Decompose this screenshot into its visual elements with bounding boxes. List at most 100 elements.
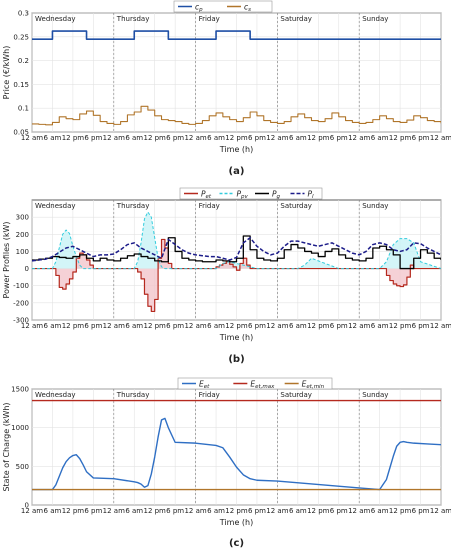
x-tick-label: 6 pm: [84, 507, 102, 515]
panel-caption: (b): [228, 354, 244, 365]
x-tick-label: 12 pm: [143, 134, 166, 142]
y-tick-label: 0.3: [18, 10, 29, 18]
legend: cp cs: [173, 0, 273, 14]
legend-label: Eet,min: [302, 380, 325, 391]
day-label: Sunday: [362, 15, 388, 23]
x-tick-label: 6 pm: [84, 322, 102, 330]
legend-label: Pl: [308, 190, 315, 201]
x-tick-label: 12 am: [103, 507, 125, 515]
x-tick-label: 6 pm: [330, 134, 348, 142]
legend-label: Ppv: [237, 190, 249, 201]
x-tick-label: 6 pm: [330, 322, 348, 330]
series-line-e-et: [32, 417, 441, 491]
day-label: Thursday: [116, 391, 150, 399]
series-line-p-l: [32, 236, 441, 262]
x-axis-label: Time (h): [219, 518, 253, 527]
y-axis-label: State of Charge (kWh): [2, 402, 11, 491]
x-tick-label: 6 am: [44, 322, 62, 330]
x-tick-label: 6 am: [207, 134, 225, 142]
y-tick-label: 100: [16, 248, 29, 256]
x-tick-label: 6 pm: [412, 507, 430, 515]
day-label: Sunday: [362, 202, 388, 210]
x-tick-label: 6 pm: [412, 134, 430, 142]
day-label: Wednesday: [35, 15, 76, 23]
x-tick-label: 6 am: [44, 134, 62, 142]
y-tick-label: 0: [25, 265, 29, 273]
panel-caption: (a): [229, 166, 245, 177]
x-tick-label: 12 am: [184, 507, 206, 515]
x-tick-label: 12 am: [266, 134, 288, 142]
y-tick-label: 0: [25, 502, 29, 510]
day-label: Sunday: [362, 391, 388, 399]
x-tick-label: 12 am: [266, 507, 288, 515]
y-tick-label: 300: [16, 214, 29, 222]
x-tick-label: 6 pm: [330, 507, 348, 515]
day-label: Thursday: [116, 202, 150, 210]
x-tick-label: 6 am: [207, 507, 225, 515]
x-tick-label: 12 pm: [225, 322, 248, 330]
x-tick-label: 6 am: [125, 507, 143, 515]
day-label: Friday: [199, 15, 220, 23]
x-tick-label: 12 am: [21, 507, 43, 515]
x-tick-label: 12 am: [430, 134, 451, 142]
x-tick-label: 12 am: [103, 322, 125, 330]
day-label: Wednesday: [35, 391, 76, 399]
legend-box: [173, 0, 273, 13]
y-tick-label: -200: [13, 299, 29, 307]
x-tick-label: 6 pm: [248, 134, 266, 142]
legend-box: [177, 377, 333, 390]
y-tick-label: 500: [16, 463, 29, 471]
x-tick-label: 6 am: [44, 507, 62, 515]
day-label: Friday: [199, 202, 220, 210]
day-label: Wednesday: [35, 202, 76, 210]
x-tick-label: 12 pm: [307, 322, 330, 330]
x-tick-label: 6 am: [371, 134, 389, 142]
series-line-p-pv: [32, 211, 441, 270]
y-tick-label: -100: [13, 282, 29, 290]
legend-label: cs: [244, 3, 251, 14]
x-tick-label: 12 pm: [225, 134, 248, 142]
legend-label: cp: [195, 3, 203, 14]
day-label: Friday: [199, 391, 220, 399]
x-axis-label: Time (h): [219, 333, 253, 342]
x-tick-label: 12 pm: [143, 322, 166, 330]
series-line-p-g: [32, 235, 441, 270]
x-tick-label: 6 am: [371, 322, 389, 330]
day-label: Thursday: [116, 15, 150, 23]
y-tick-label: 0.25: [13, 33, 29, 41]
y-tick-label: 0.15: [13, 81, 29, 89]
legend-box: [179, 187, 323, 200]
x-tick-label: 12 pm: [307, 134, 330, 142]
legend-label: Eet: [199, 380, 210, 391]
plot-series-group: [32, 30, 441, 126]
x-tick-label: 6 am: [125, 322, 143, 330]
chart-panel-1: 0.050.10.150.20.250.312 am 6 am 12 pm 6 pm 1…: [2, 0, 451, 177]
x-tick-label: 12 pm: [389, 507, 412, 515]
x-tick-label: 6 am: [289, 134, 307, 142]
x-axis-label: Time (h): [219, 145, 253, 154]
x-tick-label: 12 pm: [62, 322, 85, 330]
x-tick-label: 12 am: [348, 507, 370, 515]
x-tick-label: 12 am: [103, 134, 125, 142]
x-tick-label: 12 pm: [143, 507, 166, 515]
x-tick-label: 12 am: [21, 134, 43, 142]
x-tick-label: 12 pm: [389, 134, 412, 142]
x-tick-label: 12 pm: [225, 507, 248, 515]
panel-caption: (c): [229, 538, 244, 549]
series-line-p-et: [32, 238, 441, 313]
legend-label: Pg: [272, 190, 281, 201]
x-tick-label: 6 am: [125, 134, 143, 142]
x-tick-label: 12 am: [266, 322, 288, 330]
x-tick-label: 6 am: [289, 322, 307, 330]
x-tick-label: 12 am: [430, 507, 451, 515]
x-tick-label: 12 pm: [389, 322, 412, 330]
plot-series-group: [32, 399, 441, 491]
y-tick-label: 0.1: [18, 105, 29, 113]
x-tick-label: 6 pm: [248, 322, 266, 330]
y-tick-label: 200: [16, 231, 29, 239]
series-line-c-s: [32, 105, 441, 126]
x-tick-label: 6 pm: [166, 322, 184, 330]
